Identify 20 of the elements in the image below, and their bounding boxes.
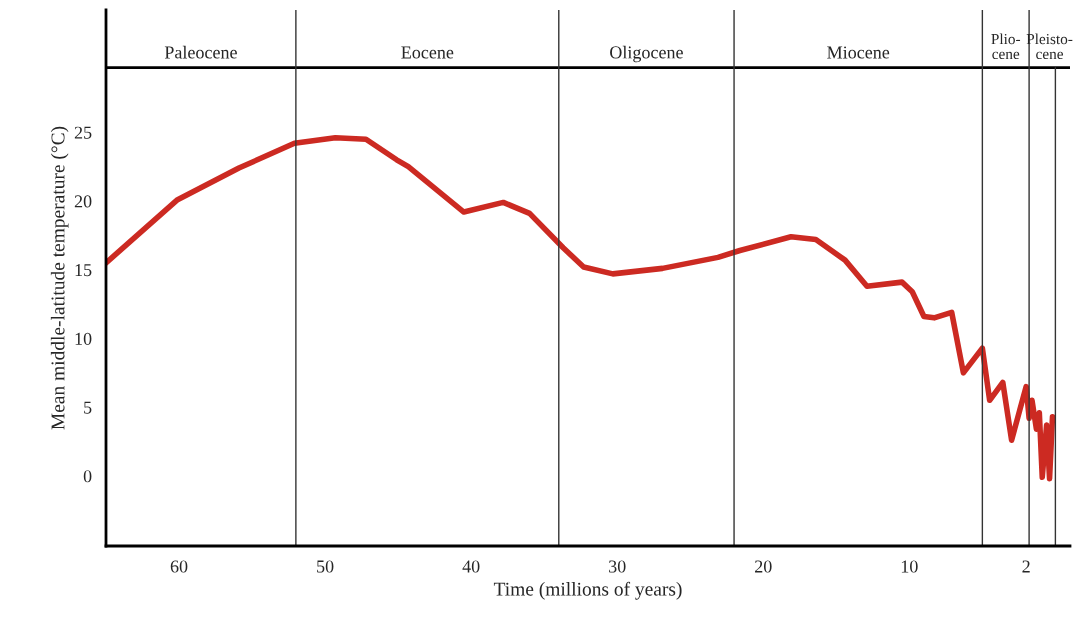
annotation: Paleocene [164, 45, 237, 59]
x-tick-label: 40 [462, 560, 480, 573]
annotation: Eocene [401, 46, 454, 59]
y-tick-label: 5 [84, 401, 92, 414]
y-tick-label: 0 [83, 470, 92, 483]
y-tick-label: 10 [75, 332, 92, 345]
x-tick-label: 10 [901, 560, 918, 573]
annotation: Oligocene [610, 45, 683, 63]
x-axis-title: Time (millions of years) [493, 581, 682, 600]
x-tick-label: 30 [609, 560, 626, 573]
annotation: Plio- cene [991, 33, 1021, 60]
y-tick-label: 15 [75, 264, 92, 277]
y-tick-label: 20 [74, 195, 92, 208]
y-axis-title: Mean middle-latitude temperature (°C) [50, 126, 69, 430]
x-tick-label: 2 [1022, 560, 1030, 573]
y-tick-label: 25 [74, 126, 92, 139]
annotation: Miocene [827, 46, 890, 59]
x-tick-label: 20 [755, 560, 772, 573]
x-tick-label: 60 [170, 560, 188, 573]
x-tick-label: 50 [317, 560, 334, 573]
